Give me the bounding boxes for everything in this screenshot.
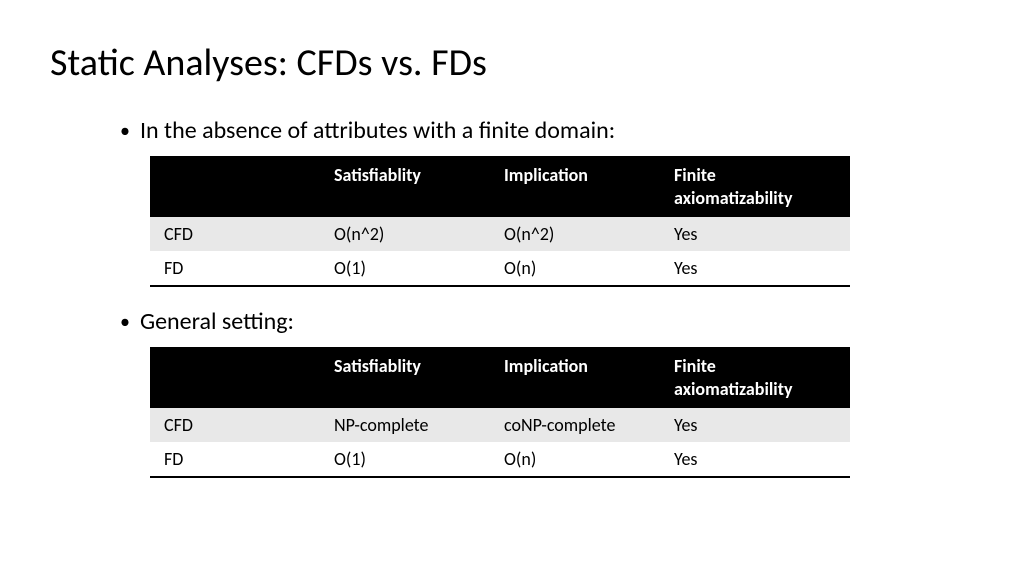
slide-title: Static Analyses: CFDs vs. FDs: [50, 40, 964, 86]
table-header-cell: [150, 347, 320, 408]
table-header-cell: Finite axiomatizability: [660, 347, 850, 408]
table-cell: Yes: [660, 442, 850, 477]
table-header-row: Satisfiablity Implication Finite axiomat…: [150, 347, 850, 408]
table-header-cell: [150, 156, 320, 217]
bullet-dot-icon: •: [120, 116, 130, 146]
table-cell: O(n): [490, 251, 660, 286]
table-cell: O(1): [320, 251, 490, 286]
table-header-cell: Implication: [490, 156, 660, 217]
table-header-cell: Implication: [490, 347, 660, 408]
table-cell: O(n^2): [320, 217, 490, 251]
slide-content: • In the absence of attributes with a fi…: [120, 116, 964, 478]
table-cell: Yes: [660, 217, 850, 251]
table-header-cell: Satisfiablity: [320, 347, 490, 408]
table-general-setting: Satisfiablity Implication Finite axiomat…: [150, 347, 850, 478]
bullet-item-2: • General setting:: [120, 307, 964, 337]
table-cell: Yes: [660, 251, 850, 286]
bullet-dot-icon: •: [120, 307, 130, 337]
table-cell: NP-complete: [320, 408, 490, 442]
table-row: FD O(1) O(n) Yes: [150, 251, 850, 286]
table-row: FD O(1) O(n) Yes: [150, 442, 850, 477]
table-cell: Yes: [660, 408, 850, 442]
table-cell: CFD: [150, 408, 320, 442]
table-cell: coNP-complete: [490, 408, 660, 442]
table-row: CFD O(n^2) O(n^2) Yes: [150, 217, 850, 251]
table-finite-domain: Satisfiablity Implication Finite axiomat…: [150, 156, 850, 287]
table-row: CFD NP-complete coNP-complete Yes: [150, 408, 850, 442]
bullet-text-2: General setting:: [140, 307, 294, 337]
table-header-cell: Finite axiomatizability: [660, 156, 850, 217]
table-cell: O(1): [320, 442, 490, 477]
table-cell: CFD: [150, 217, 320, 251]
table-cell: O(n^2): [490, 217, 660, 251]
table-cell: FD: [150, 442, 320, 477]
bullet-item-1: • In the absence of attributes with a fi…: [120, 116, 964, 146]
table-header-row: Satisfiablity Implication Finite axiomat…: [150, 156, 850, 217]
table-cell: FD: [150, 251, 320, 286]
table-header-cell: Satisfiablity: [320, 156, 490, 217]
bullet-text-1: In the absence of attributes with a fini…: [140, 116, 615, 146]
table-cell: O(n): [490, 442, 660, 477]
